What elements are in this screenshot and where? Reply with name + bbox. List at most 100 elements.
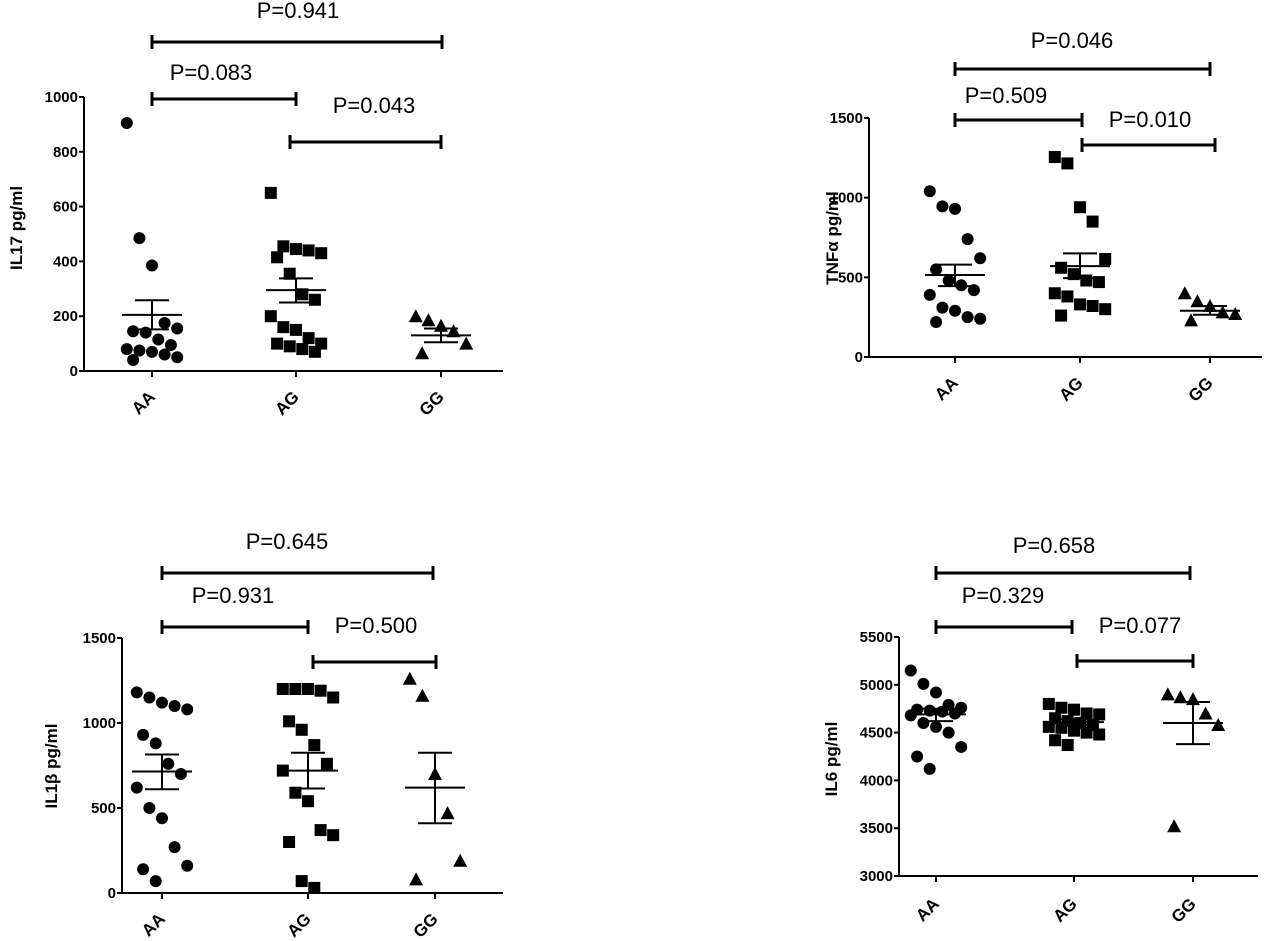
- y-tick-label: 0: [855, 349, 863, 366]
- data-point: [168, 700, 181, 712]
- p-value-label: P=0.010: [1109, 107, 1192, 132]
- data-point: [149, 737, 162, 750]
- data-point: [1086, 300, 1099, 313]
- data-point: [974, 312, 987, 325]
- y-tick-label: 400: [53, 253, 78, 270]
- data-point: [156, 812, 168, 825]
- data-point: [290, 243, 302, 256]
- data-point: [415, 346, 430, 360]
- y-tick-label: 1500: [83, 630, 116, 647]
- data-point: [1042, 697, 1055, 710]
- data-point: [143, 691, 156, 704]
- data-point: [961, 233, 974, 246]
- x-tick-label: AG: [271, 387, 302, 418]
- y-tick-label: 5500: [860, 629, 893, 646]
- data-point: [130, 781, 143, 794]
- data-point: [171, 322, 184, 335]
- data-point: [911, 750, 924, 763]
- y-tick-label: 800: [53, 144, 78, 161]
- panel-1: 0 200 400 600 800 1000 IL17 pg/ml AA AG GG P=0.941…: [7, 0, 503, 420]
- data-point: [133, 344, 146, 357]
- data-point: [904, 664, 917, 677]
- data-point: [446, 324, 461, 338]
- p-value-label: P=0.043: [333, 93, 416, 118]
- data-point: [146, 259, 158, 272]
- data-point: [146, 345, 158, 358]
- y-axis-label: IL6 pg/ml: [822, 722, 841, 797]
- x-tick-label: AG: [283, 909, 314, 940]
- data-point: [923, 288, 936, 301]
- data-point: [1068, 703, 1080, 716]
- data-point: [137, 863, 150, 876]
- data-point: [158, 317, 171, 330]
- data-point: [152, 333, 165, 346]
- y-tick-label: 0: [70, 363, 78, 380]
- data-point: [283, 340, 296, 353]
- data-point: [942, 274, 955, 287]
- data-point: [415, 688, 430, 702]
- data-point: [942, 726, 955, 739]
- data-point: [302, 332, 315, 345]
- data-point: [271, 337, 284, 350]
- data-point: [917, 677, 930, 690]
- data-point: [271, 251, 284, 264]
- data-point: [930, 686, 942, 699]
- y-tick-label: 1000: [83, 715, 116, 732]
- data-point: [409, 872, 424, 886]
- p-value-label: P=0.509: [965, 83, 1048, 108]
- y-tick-label: 5000: [860, 677, 893, 694]
- data-point: [1093, 708, 1106, 721]
- data-point: [440, 806, 455, 820]
- p-value-label: P=0.077: [1099, 613, 1182, 638]
- data-point: [149, 875, 162, 888]
- data-point: [290, 323, 302, 336]
- data-point: [302, 683, 314, 695]
- data-point: [314, 684, 327, 697]
- data-point: [308, 739, 321, 752]
- data-point: [133, 232, 146, 245]
- data-point: [459, 336, 474, 350]
- data-point: [930, 720, 942, 733]
- y-tick-label: 500: [838, 269, 863, 286]
- data-point: [277, 321, 290, 334]
- data-point: [1048, 151, 1061, 164]
- data-point: [1055, 721, 1068, 734]
- y-axis-label: IL1β pg/ml: [42, 724, 61, 809]
- data-point: [1215, 305, 1230, 319]
- data-point: [327, 691, 340, 704]
- data-point: [143, 802, 156, 814]
- data-point: [302, 795, 314, 808]
- data-point: [453, 853, 468, 867]
- data-point: [1080, 707, 1093, 720]
- data-point: [296, 288, 309, 301]
- data-point: [1177, 286, 1192, 300]
- data-point: [1211, 717, 1226, 731]
- data-point: [923, 762, 936, 775]
- data-point: [1055, 309, 1068, 322]
- data-point: [1055, 701, 1068, 714]
- data-point: [1167, 819, 1182, 833]
- p-value-label: P=0.658: [1013, 533, 1096, 558]
- data-point: [1042, 720, 1055, 733]
- y-tick-label: 3000: [860, 868, 893, 885]
- y-axis-label: TNFα pg/ml: [823, 191, 842, 285]
- panel-3: 0 500 1000 1500 IL1β pg/ml AA AG GG P=0.645 P=0.9…: [42, 529, 503, 941]
- p-value-label: P=0.931: [192, 583, 275, 608]
- data-point: [276, 683, 289, 695]
- data-point: [164, 338, 177, 351]
- data-point: [295, 723, 308, 736]
- data-point: [130, 686, 143, 699]
- data-point: [283, 267, 296, 280]
- y-tick-label: 500: [91, 800, 116, 817]
- data-point: [295, 875, 308, 888]
- data-point: [1080, 274, 1093, 287]
- data-point: [930, 263, 943, 276]
- y-tick-label: 1000: [45, 89, 78, 106]
- data-point: [315, 247, 328, 260]
- x-tick-label: AA: [931, 373, 962, 404]
- data-point: [308, 293, 321, 306]
- data-point: [936, 301, 949, 314]
- y-axis-label: IL17 pg/ml: [7, 186, 26, 270]
- y-tick-label: 200: [53, 308, 78, 325]
- data-point: [961, 311, 974, 324]
